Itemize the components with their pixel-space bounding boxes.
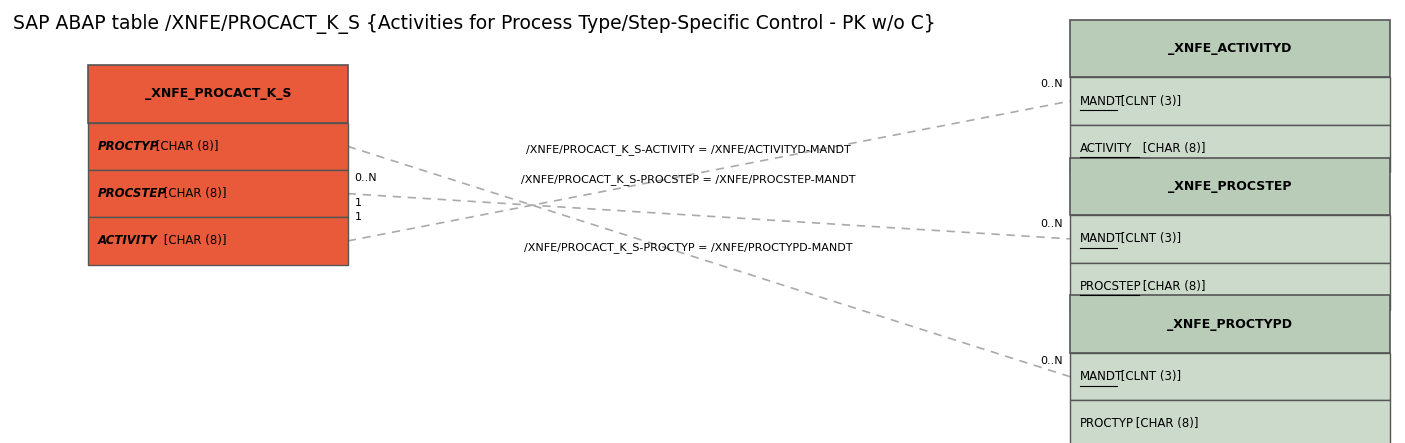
Text: _XNFE_PROCTYPD: _XNFE_PROCTYPD [1168,318,1293,331]
Text: MANDT: MANDT [1079,233,1123,245]
Text: [CHAR (8)]: [CHAR (8)] [1139,142,1205,155]
Text: [CHAR (8)]: [CHAR (8)] [160,187,226,200]
Text: PROCSTEP: PROCSTEP [1079,280,1141,293]
Text: ACTIVITY: ACTIVITY [1079,142,1132,155]
FancyBboxPatch shape [1069,78,1390,125]
FancyBboxPatch shape [1069,158,1390,215]
FancyBboxPatch shape [1069,215,1390,263]
Text: [CHAR (8)]: [CHAR (8)] [160,234,226,248]
Text: 0..N: 0..N [1040,218,1062,229]
FancyBboxPatch shape [1069,125,1390,172]
FancyBboxPatch shape [89,217,348,264]
Text: 0..N: 0..N [1040,356,1062,366]
Text: 1: 1 [354,198,361,208]
Text: /XNFE/PROCACT_K_S-PROCSTEP = /XNFE/PROCSTEP-MANDT: /XNFE/PROCACT_K_S-PROCSTEP = /XNFE/PROCS… [521,175,856,186]
Text: MANDT: MANDT [1079,95,1123,108]
Text: [CHAR (8)]: [CHAR (8)] [1131,417,1198,431]
Text: /XNFE/PROCACT_K_S-PROCTYP = /XNFE/PROCTYPD-MANDT: /XNFE/PROCACT_K_S-PROCTYP = /XNFE/PROCTY… [524,242,853,253]
Text: _XNFE_ACTIVITYD: _XNFE_ACTIVITYD [1168,42,1291,55]
Text: /XNFE/PROCACT_K_S-ACTIVITY = /XNFE/ACTIVITYD-MANDT: /XNFE/PROCACT_K_S-ACTIVITY = /XNFE/ACTIV… [525,144,851,155]
Text: ACTIVITY: ACTIVITY [98,234,157,248]
Text: [CHAR (8)]: [CHAR (8)] [152,140,219,153]
FancyBboxPatch shape [1069,20,1390,78]
Text: PROCTYP: PROCTYP [1079,417,1134,431]
Text: _XNFE_PROCSTEP: _XNFE_PROCSTEP [1168,180,1291,193]
Text: PROCSTEP: PROCSTEP [98,187,167,200]
Text: 0..N: 0..N [1040,79,1062,89]
Text: SAP ABAP table /XNFE/PROCACT_K_S {Activities for Process Type/Step-Specific Cont: SAP ABAP table /XNFE/PROCACT_K_S {Activi… [13,14,936,34]
FancyBboxPatch shape [1069,400,1390,443]
FancyBboxPatch shape [1069,353,1390,400]
Text: MANDT: MANDT [1079,370,1123,383]
Text: 1: 1 [354,212,361,222]
FancyBboxPatch shape [89,123,348,170]
FancyBboxPatch shape [1069,295,1390,353]
FancyBboxPatch shape [89,65,348,123]
Text: [CLNT (3)]: [CLNT (3)] [1117,370,1182,383]
FancyBboxPatch shape [1069,263,1390,310]
Text: [CLNT (3)]: [CLNT (3)] [1117,233,1182,245]
Text: [CHAR (8)]: [CHAR (8)] [1139,280,1205,293]
Text: _XNFE_PROCACT_K_S: _XNFE_PROCACT_K_S [145,87,291,101]
FancyBboxPatch shape [89,170,348,217]
Text: 0..N: 0..N [354,173,378,183]
Text: [CLNT (3)]: [CLNT (3)] [1117,95,1182,108]
Text: PROCTYP: PROCTYP [98,140,160,153]
